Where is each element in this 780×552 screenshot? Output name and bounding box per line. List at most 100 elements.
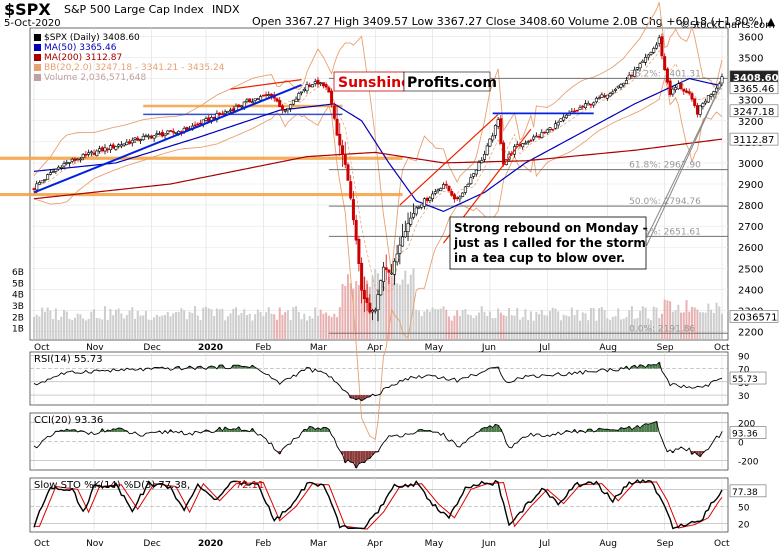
candle-body	[297, 93, 301, 100]
candle-body	[65, 162, 69, 164]
volume-bar	[57, 319, 60, 339]
candle-body	[59, 166, 63, 169]
candle-body	[248, 98, 252, 103]
volume-bar	[314, 307, 317, 339]
candle-body	[46, 174, 50, 180]
volume-bar	[379, 278, 382, 339]
volume-bar	[71, 319, 74, 339]
candle-body	[289, 104, 293, 109]
volume-tick-label: 2B	[12, 313, 24, 323]
volume-bar	[690, 306, 693, 339]
candle-body	[695, 105, 699, 115]
price-x-tick-label: Feb	[255, 343, 271, 353]
volume-bar	[259, 311, 262, 339]
candle-body	[635, 67, 639, 70]
candle-body	[622, 82, 626, 86]
volume-bar	[420, 316, 423, 339]
volume-bar	[267, 307, 270, 339]
volume-bar	[655, 307, 658, 339]
candle-body	[294, 98, 298, 102]
volume-bar	[240, 312, 243, 339]
cci-tick-label: 200	[738, 420, 755, 430]
volume-bar	[387, 276, 390, 339]
candle-body	[701, 103, 705, 107]
candle-body	[149, 135, 153, 139]
volume-bar	[565, 315, 568, 339]
candle-body	[147, 135, 151, 138]
volume-bar	[117, 308, 120, 339]
legend-label: Volume 2,036,571,648	[44, 73, 146, 83]
candle-body	[436, 189, 440, 192]
volume-bar	[641, 306, 644, 339]
candle-body	[229, 109, 233, 112]
candle-body	[346, 164, 350, 181]
volume-bar	[486, 316, 489, 339]
volume-bar	[497, 308, 500, 339]
candle-body	[474, 169, 478, 175]
sto-value-label: 77.38	[732, 488, 758, 498]
volume-bar	[308, 316, 311, 339]
volume-bar	[112, 315, 115, 339]
candle-body	[420, 204, 424, 208]
candle-body	[559, 118, 563, 122]
candle-body	[381, 266, 385, 282]
candle-body	[644, 57, 648, 63]
candle-body	[267, 94, 271, 96]
candle-body	[89, 151, 93, 154]
candle-body	[321, 82, 325, 87]
volume-bar	[606, 318, 609, 339]
candle-body	[226, 111, 230, 113]
candle-body	[171, 130, 175, 133]
fib-label: 0.0%: 2191.86	[629, 324, 695, 334]
volume-bar	[150, 320, 153, 339]
legend-swatch	[34, 34, 41, 41]
candle-body	[676, 83, 680, 90]
volume-bar	[628, 310, 631, 339]
volume-bar	[551, 307, 554, 339]
volume-bar	[573, 315, 576, 339]
candle-body	[526, 141, 530, 143]
volume-bar	[221, 308, 224, 339]
volume-bar	[303, 313, 306, 339]
volume-bar	[355, 281, 358, 339]
volume-bar	[669, 301, 672, 339]
fib-label: 23.6%: 2651.61	[629, 227, 701, 237]
candle-body	[360, 262, 364, 291]
legend-swatch	[34, 64, 41, 71]
candle-body	[488, 138, 492, 147]
candle-body	[302, 89, 306, 91]
volume-bar	[147, 319, 150, 339]
volume-bar	[344, 285, 347, 339]
volume-bar	[199, 320, 202, 339]
candle-body	[204, 118, 208, 121]
candle-body	[166, 130, 170, 134]
candle-body	[627, 74, 631, 80]
blue-trendline	[33, 83, 302, 194]
volume-bar	[237, 314, 240, 339]
candle-body	[341, 145, 345, 155]
volume-bar	[166, 311, 169, 339]
sto-d-line	[34, 481, 723, 530]
candle-body	[256, 98, 260, 101]
candle-body	[428, 197, 432, 201]
volume-bar	[693, 307, 696, 339]
candle-body	[390, 272, 394, 275]
volume-bar	[101, 319, 104, 339]
candle-body	[264, 94, 268, 96]
volume-bar	[76, 313, 79, 339]
volume-bar	[491, 318, 494, 339]
volume-bar	[650, 320, 653, 339]
candle-body	[545, 129, 549, 133]
volume-bar	[505, 315, 508, 339]
candle-body	[207, 117, 211, 122]
volume-bar	[38, 316, 41, 339]
volume-bar	[270, 313, 273, 339]
volume-bar	[357, 285, 360, 339]
candle-body	[564, 114, 568, 119]
volume-bar	[483, 312, 486, 339]
candle-body	[466, 184, 470, 187]
volume-bar	[652, 306, 655, 339]
candle-body	[630, 74, 634, 77]
candle-body	[543, 131, 547, 134]
volume-bar	[346, 274, 349, 339]
